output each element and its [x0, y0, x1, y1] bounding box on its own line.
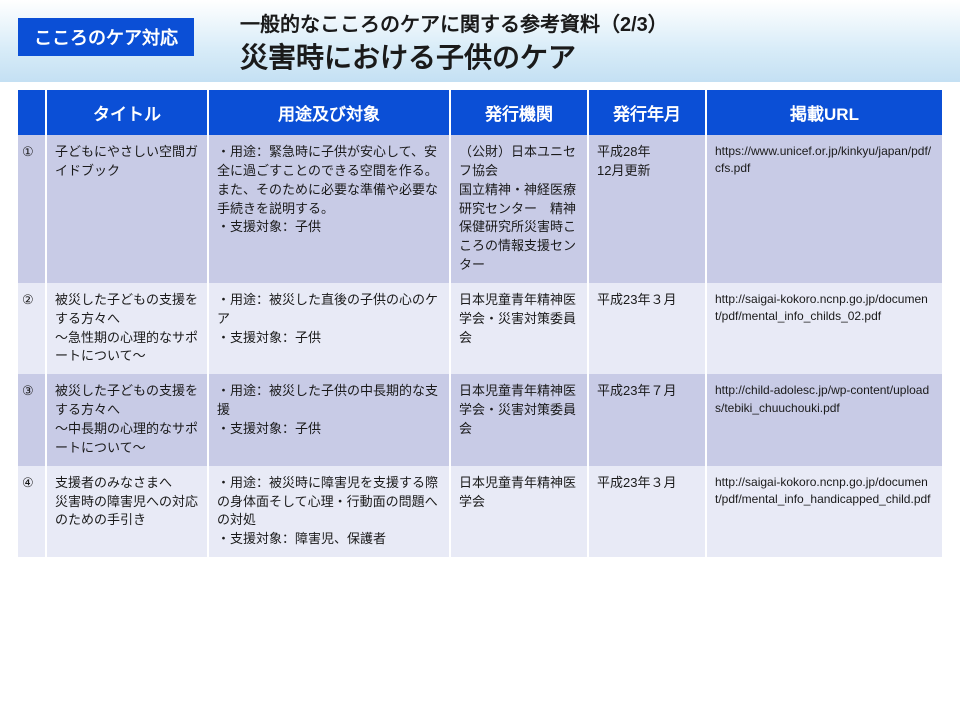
cell-title: 被災した子どもの支援をする方々へ ～中長期の心理的なサポートについて～	[46, 374, 208, 465]
category-badge: こころのケア対応	[18, 18, 194, 56]
col-header-url: 掲載URL	[706, 90, 942, 135]
table-row: ③ 被災した子どもの支援をする方々へ ～中長期の心理的なサポートについて～ ・用…	[18, 374, 942, 465]
cell-date: 平成23年３月	[588, 466, 706, 557]
cell-num: ④	[18, 466, 46, 557]
cell-use: ・用途：被災した直後の子供の心のケア ・支援対象：子供	[208, 283, 450, 374]
col-header-use: 用途及び対象	[208, 90, 450, 135]
col-header-title: タイトル	[46, 90, 208, 135]
table-row: ② 被災した子どもの支援をする方々へ ～急性期の心理的なサポートについて～ ・用…	[18, 283, 942, 374]
col-header-org: 発行機関	[450, 90, 588, 135]
cell-num: ①	[18, 135, 46, 283]
table-row: ① 子どもにやさしい空間ガイドブック ・用途：緊急時に子供が安心して、安全に過ご…	[18, 135, 942, 283]
cell-title: 支援者のみなさまへ 災害時の障害児への対応のための手引き	[46, 466, 208, 557]
page-title: 災害時における子供のケア	[240, 36, 576, 76]
page-subtitle: 一般的なこころのケアに関する参考資料（2/3）	[240, 8, 668, 37]
table-container: タイトル 用途及び対象 発行機関 発行年月 掲載URL ① 子どもにやさしい空間…	[0, 82, 960, 557]
cell-date: 平成28年 12月更新	[588, 135, 706, 283]
cell-date: 平成23年３月	[588, 283, 706, 374]
cell-title: 被災した子どもの支援をする方々へ ～急性期の心理的なサポートについて～	[46, 283, 208, 374]
cell-use: ・用途：緊急時に子供が安心して、安全に過ごすことのできる空間を作る。また、そのた…	[208, 135, 450, 283]
reference-table: タイトル 用途及び対象 発行機関 発行年月 掲載URL ① 子どもにやさしい空間…	[18, 90, 942, 557]
table-header-row: タイトル 用途及び対象 発行機関 発行年月 掲載URL	[18, 90, 942, 135]
cell-num: ②	[18, 283, 46, 374]
cell-title: 子どもにやさしい空間ガイドブック	[46, 135, 208, 283]
col-header-date: 発行年月	[588, 90, 706, 135]
col-header-num	[18, 90, 46, 135]
cell-use: ・用途：被災した子供の中長期的な支援 ・支援対象：子供	[208, 374, 450, 465]
cell-url[interactable]: https://www.unicef.or.jp/kinkyu/japan/pd…	[706, 135, 942, 283]
cell-num: ③	[18, 374, 46, 465]
cell-org: 日本児童青年精神医学会	[450, 466, 588, 557]
cell-org: 日本児童青年精神医学会・災害対策委員会	[450, 283, 588, 374]
header: こころのケア対応 一般的なこころのケアに関する参考資料（2/3） 災害時における…	[0, 0, 960, 82]
cell-url[interactable]: http://saigai-kokoro.ncnp.go.jp/document…	[706, 466, 942, 557]
cell-use: ・用途：被災時に障害児を支援する際の身体面そして心理・行動面の問題への対処 ・支…	[208, 466, 450, 557]
cell-url[interactable]: http://saigai-kokoro.ncnp.go.jp/document…	[706, 283, 942, 374]
cell-org: （公財）日本ユニセフ協会 国立精神・神経医療研究センター 精神保健研究所災害時こ…	[450, 135, 588, 283]
cell-org: 日本児童青年精神医学会・災害対策委員会	[450, 374, 588, 465]
cell-date: 平成23年７月	[588, 374, 706, 465]
cell-url[interactable]: http://child-adolesc.jp/wp-content/uploa…	[706, 374, 942, 465]
table-row: ④ 支援者のみなさまへ 災害時の障害児への対応のための手引き ・用途：被災時に障…	[18, 466, 942, 557]
